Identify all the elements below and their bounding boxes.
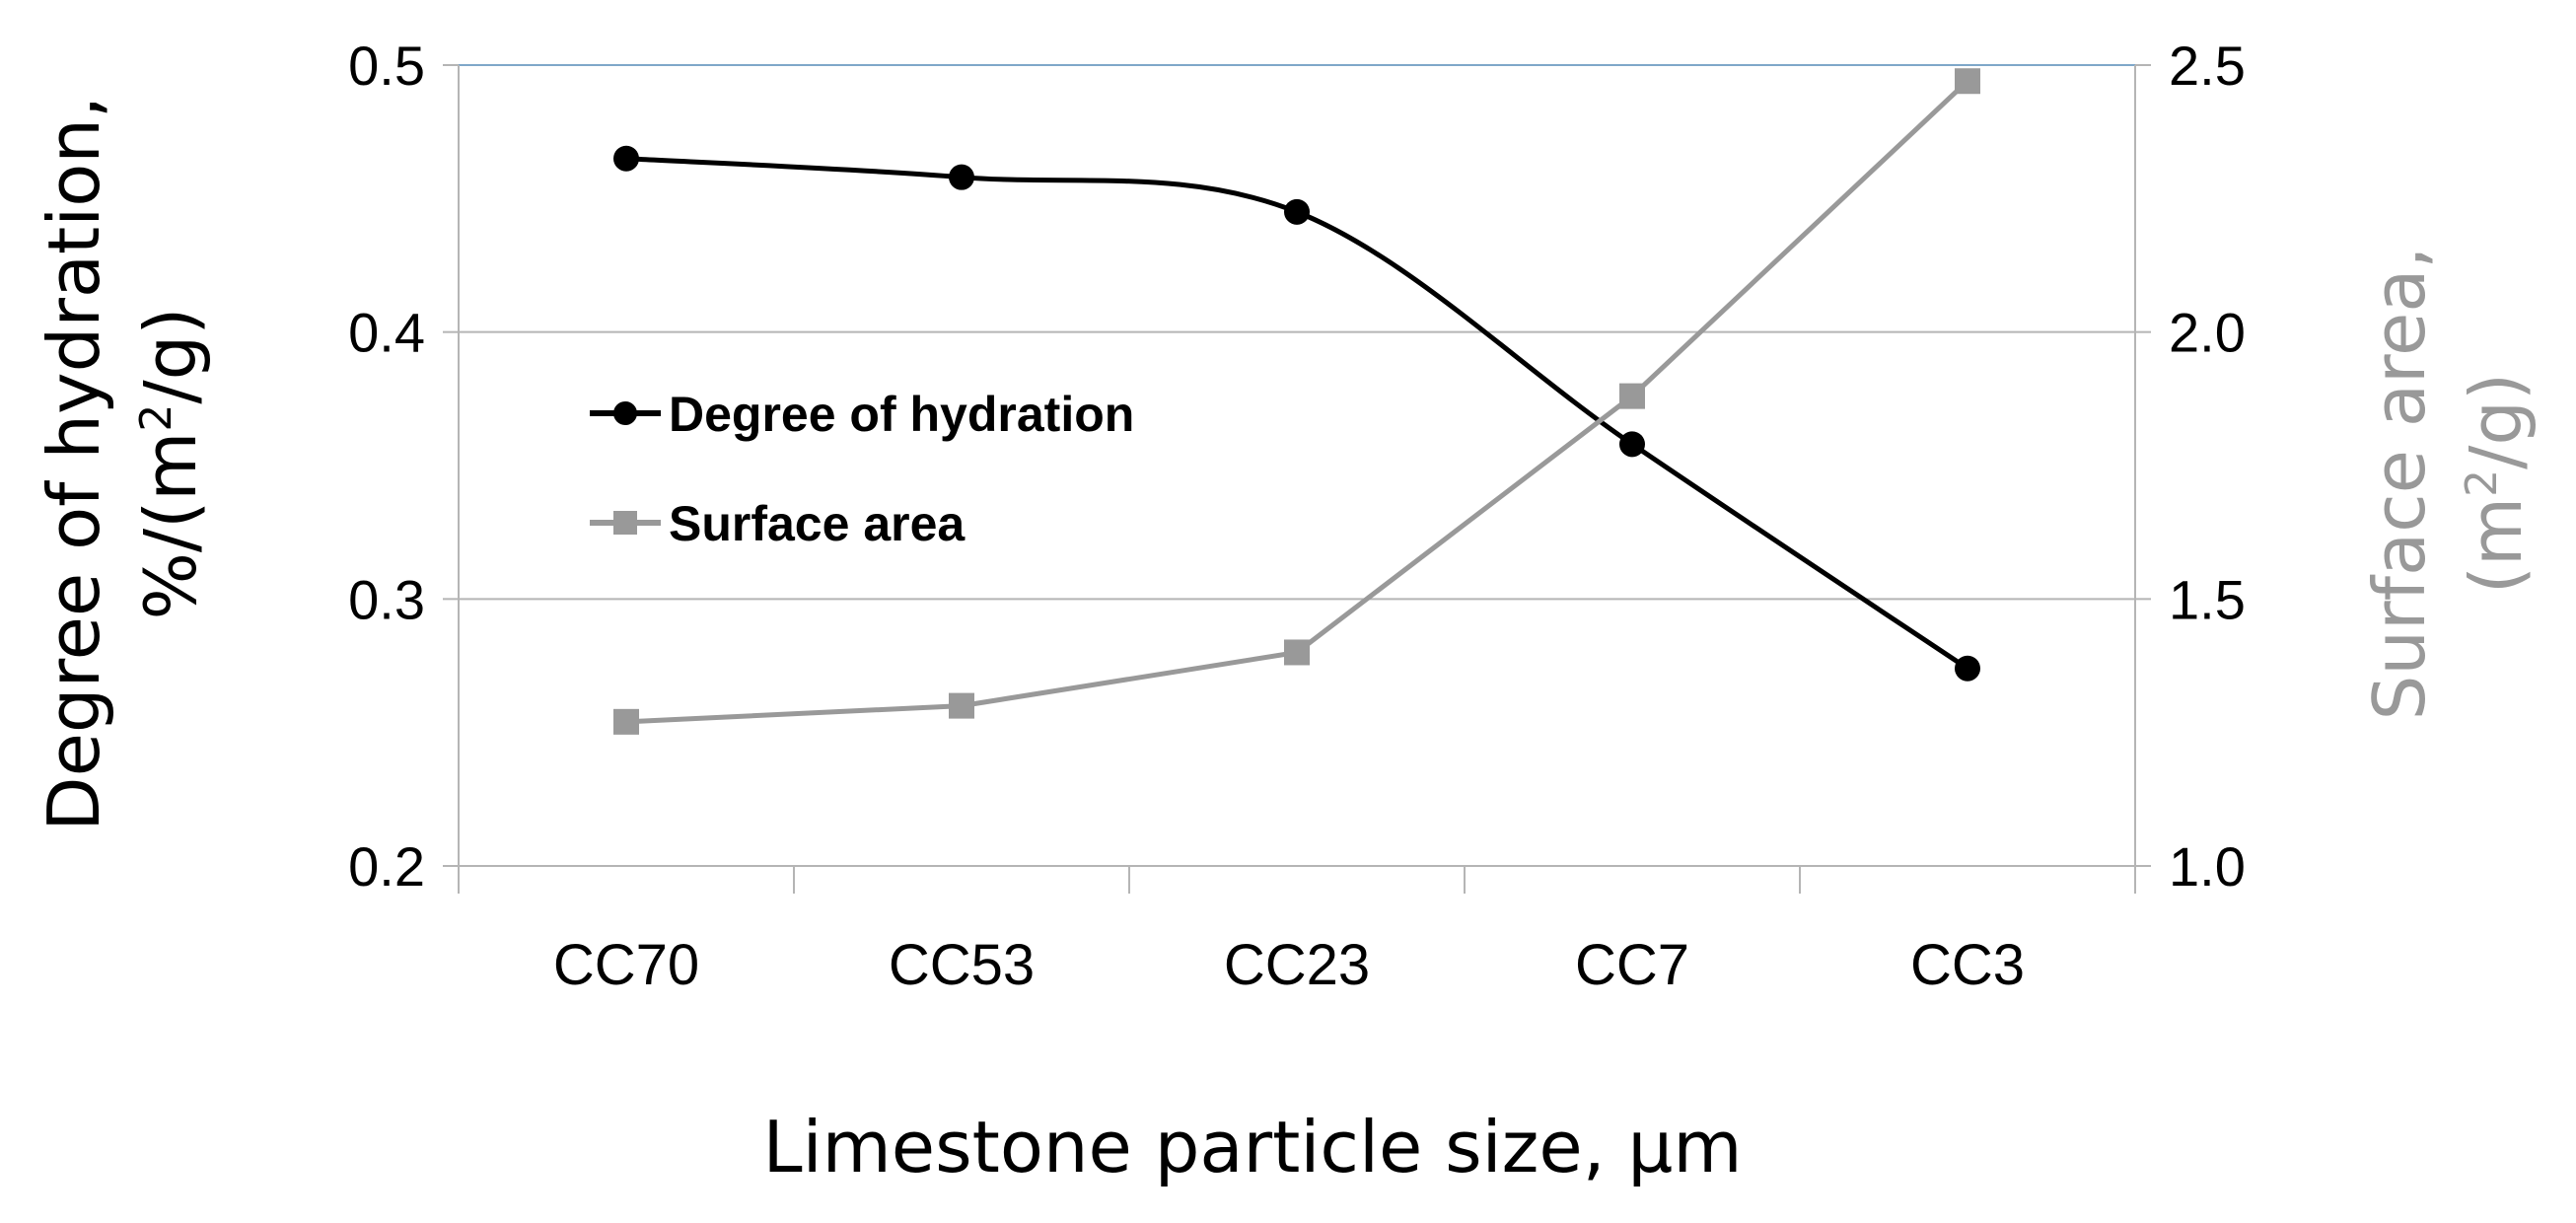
x-tick-label: CC53 [889, 933, 1035, 997]
y-right-tick-label: 1.5 [2169, 568, 2246, 630]
y-right-axis-title: Surface area, (m2/g) [2358, 247, 2538, 721]
y-right-title-prefix: (m [2455, 497, 2538, 594]
x-tick-label: CC70 [553, 933, 699, 997]
y-left-title-prefix: %/(m [129, 432, 212, 620]
axes [443, 64, 2151, 894]
y-right-tick-label: 2.5 [2169, 35, 2246, 97]
tick-labels: 0.2 0.3 0.4 0.5 1.0 1.5 2.0 2.5 CC70 CC53 CC23 CC7 C… [348, 35, 2246, 997]
y-right-tick-label: 1.0 [2169, 835, 2246, 898]
legend-entry-degree-of-hydration: Degree of hydration [590, 387, 1134, 442]
series [613, 68, 1980, 735]
legend: Degree of hydration Surface area [590, 387, 1134, 551]
data-point-surface-area [1955, 68, 1980, 95]
legend-label-degree-of-hydration: Degree of hydration [669, 387, 1134, 442]
data-point-surface-area [949, 692, 974, 719]
y-left-title-suffix: /g) [129, 308, 212, 404]
data-point-degree-of-hydration [949, 164, 974, 190]
x-tick-label: CC23 [1224, 933, 1370, 997]
data-point-degree-of-hydration [613, 145, 639, 172]
y-right-tick-label: 2.0 [2169, 302, 2246, 364]
x-tick-label: CC3 [1910, 933, 2025, 997]
series-line-degree-of-hydration [625, 156, 1969, 671]
data-point-surface-area [1284, 639, 1310, 666]
y-right-title-suffix: /g) [2455, 373, 2538, 469]
data-point-surface-area [1619, 383, 1645, 409]
svg-text:Surface area,: Surface area, [2358, 247, 2441, 721]
y-right-title-line1: Surface area, [2358, 247, 2441, 721]
legend-marker-degree-of-hydration [613, 401, 637, 425]
gridlines [459, 64, 2135, 867]
y-left-tick-label: 0.5 [348, 35, 425, 97]
data-point-surface-area [613, 708, 639, 735]
x-axis-title: Limestone particle size, μm [763, 1106, 1743, 1188]
y-right-title-sup: 2 [2457, 469, 2507, 497]
legend-label-surface-area: Surface area [669, 496, 966, 551]
legend-marker-surface-area [613, 511, 637, 535]
data-point-degree-of-hydration [1955, 655, 1980, 682]
svg-text:Degree of hydration,: Degree of hydration, [33, 96, 115, 831]
y-left-tick-label: 0.2 [348, 835, 425, 898]
y-left-axis-title: Degree of hydration, %/(m2/g) [33, 96, 212, 831]
y-left-title-line1: Degree of hydration, [33, 96, 115, 831]
legend-entry-surface-area: Surface area [590, 496, 966, 551]
y-left-tick-label: 0.4 [348, 302, 425, 364]
x-tick-label: CC7 [1575, 933, 1689, 997]
y-left-tick-label: 0.3 [348, 568, 425, 630]
y-left-title-sup: 2 [131, 404, 181, 432]
svg-text:%/(m2/g): %/(m2/g) [129, 308, 212, 620]
data-point-degree-of-hydration [1284, 198, 1310, 225]
svg-text:(m2/g): (m2/g) [2455, 373, 2538, 594]
data-point-degree-of-hydration [1619, 431, 1645, 458]
